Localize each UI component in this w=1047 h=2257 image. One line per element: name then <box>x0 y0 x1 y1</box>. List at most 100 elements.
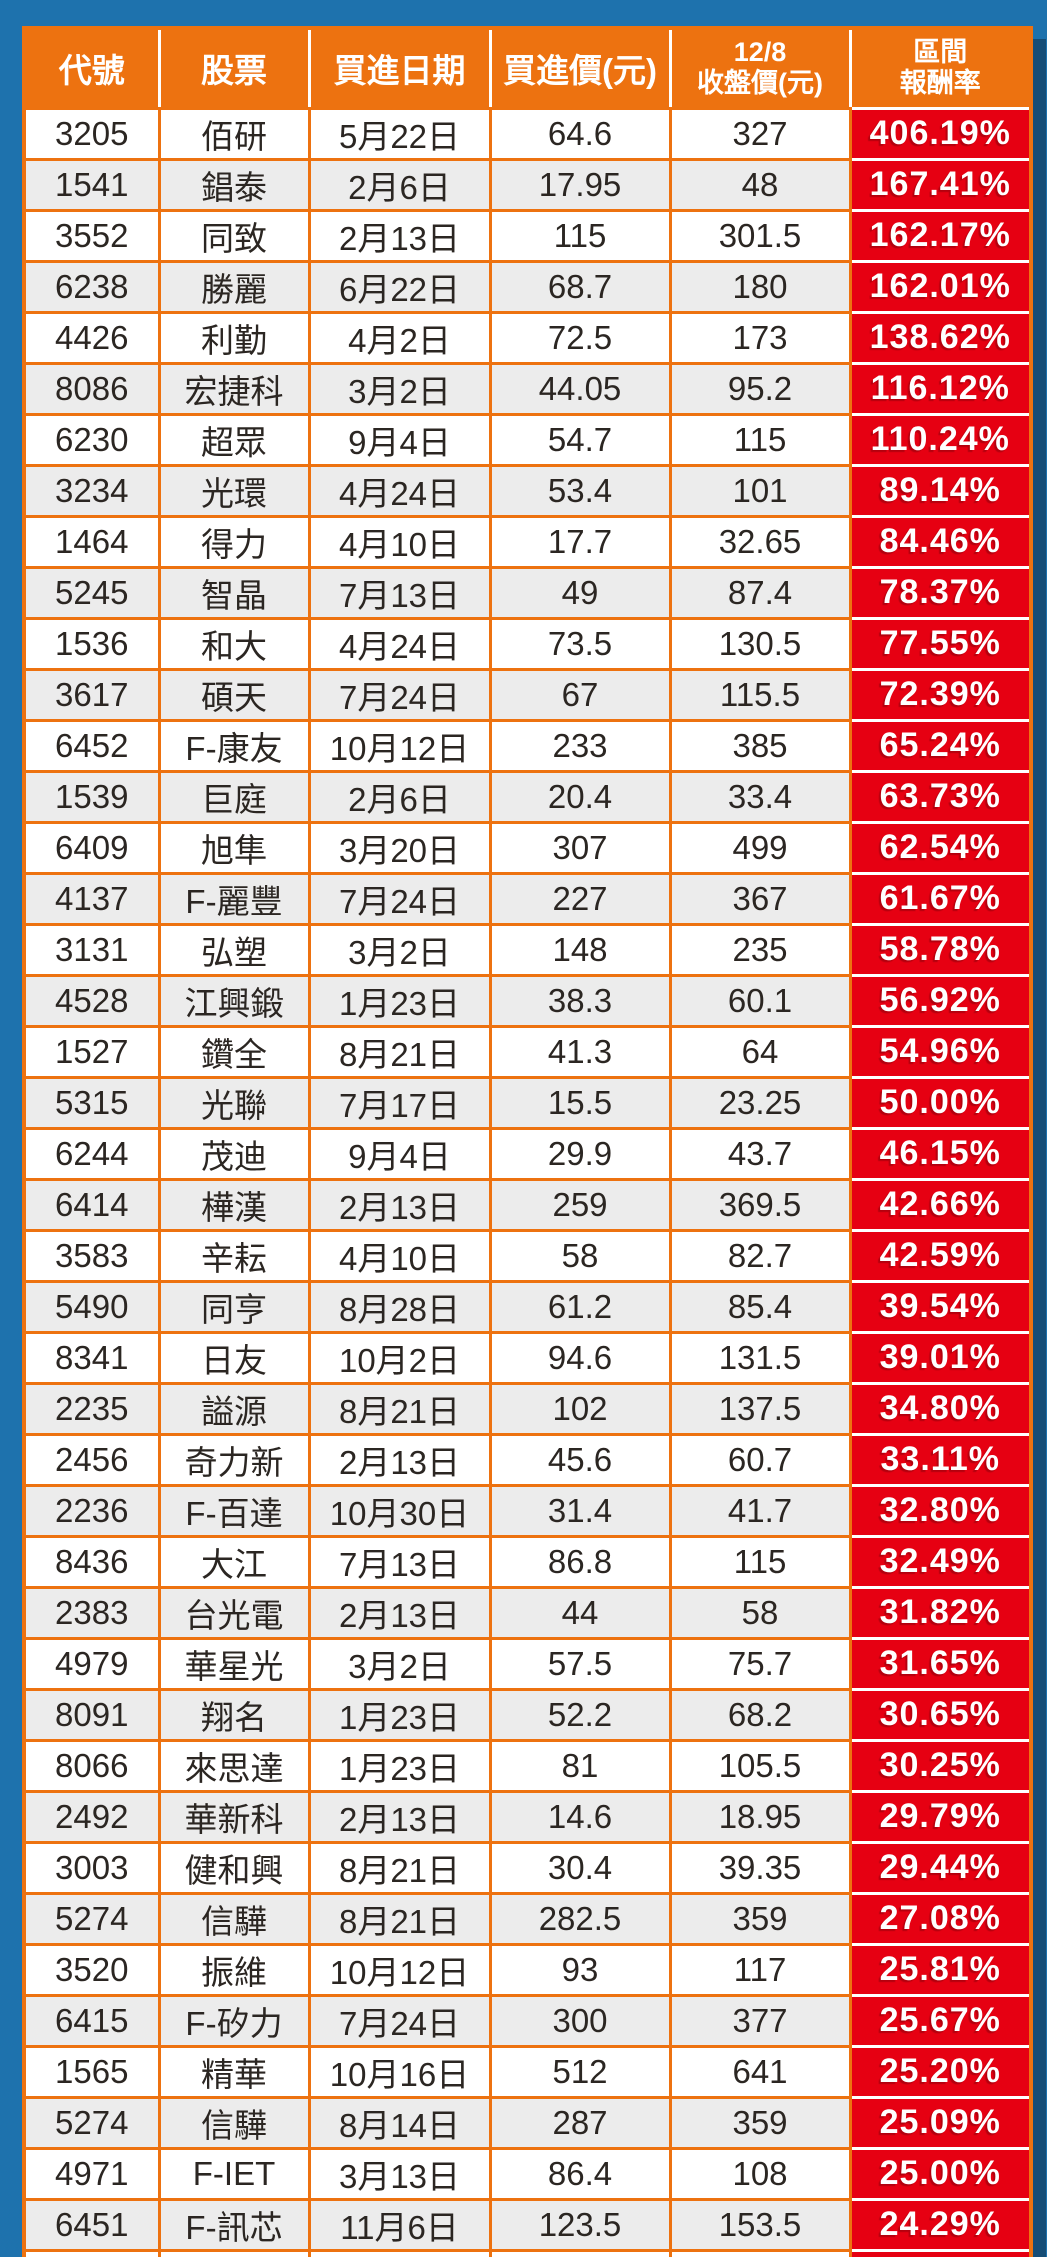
table-row: 5274 信驊 8月21日 282.5 359 27.08% <box>22 1891 1033 1946</box>
cell-buy-price: 72.5 <box>488 310 672 365</box>
table-row: 5315 光聯 7月17日 15.5 23.25 50.00% <box>22 1075 1033 1130</box>
cell-code: 2383 <box>22 1585 161 1640</box>
cell-code: 4979 <box>22 1636 161 1691</box>
cell-buy-date: 2月13日 <box>307 1432 492 1487</box>
cell-buy-date: 7月13日 <box>307 565 492 620</box>
cell-return-rate: 42.66% <box>848 1177 1033 1232</box>
header-code: 代號 <box>22 28 159 110</box>
cell-stock-name: 巨庭 <box>157 769 311 824</box>
table-row: 3520 振維 10月12日 93 117 25.81% <box>22 1942 1033 1997</box>
cell-close-price: 115 <box>668 412 852 467</box>
cell-code: 3092 <box>22 2248 161 2257</box>
header-row: 代號 股票 買進日期 買進價(元) 12/8 收盤價(元) 區間 報酬率 <box>22 28 1031 110</box>
cell-buy-price: 227 <box>488 871 672 926</box>
cell-return-rate: 31.82% <box>848 1585 1033 1640</box>
cell-return-rate: 78.37% <box>848 565 1033 620</box>
cell-buy-price: 73.5 <box>488 616 672 671</box>
cell-stock-name: 奇力新 <box>157 1432 311 1487</box>
table-row: 6244 茂迪 9月4日 29.9 43.7 46.15% <box>22 1126 1033 1181</box>
cell-close-price: 33.4 <box>668 769 852 824</box>
cell-stock-name: F-百達 <box>157 1483 311 1538</box>
cell-buy-price: 44 <box>488 1585 672 1640</box>
cell-return-rate: 65.24% <box>848 718 1033 773</box>
header-buy-date: 買進日期 <box>307 28 490 110</box>
cell-code: 4137 <box>22 871 161 926</box>
cell-buy-price: 17.7 <box>488 514 672 569</box>
cell-code: 6451 <box>22 2197 161 2252</box>
cell-close-price: 64 <box>668 1024 852 1079</box>
cell-buy-price: 307 <box>488 820 672 875</box>
cell-buy-price: 58 <box>488 1228 672 1283</box>
cell-return-rate: 32.80% <box>848 1483 1033 1538</box>
cell-stock-name: 同致 <box>157 208 311 263</box>
cell-buy-date: 4月2日 <box>307 310 492 365</box>
table-row: 2235 謚源 8月21日 102 137.5 34.80% <box>22 1381 1033 1436</box>
table-row: 5274 信驊 8月14日 287 359 25.09% <box>22 2095 1033 2150</box>
table-row: 8066 來思達 1月23日 81 105.5 30.25% <box>22 1738 1033 1793</box>
table-row: 2383 台光電 2月13日 44 58 31.82% <box>22 1585 1033 1640</box>
table-row: 3617 碩天 7月24日 67 115.5 72.39% <box>22 667 1033 722</box>
cell-code: 6414 <box>22 1177 161 1232</box>
cell-close-price: 641 <box>668 2044 852 2099</box>
cell-return-rate: 25.20% <box>848 2044 1033 2099</box>
cell-stock-name: 弘塑 <box>157 922 311 977</box>
cell-buy-date: 8月21日 <box>307 1840 492 1895</box>
cell-close-price: 60.1 <box>668 973 852 1028</box>
cell-buy-price: 15.5 <box>488 1075 672 1130</box>
cell-stock-name: 信驊 <box>157 1891 311 1946</box>
cell-buy-price: 14.6 <box>488 1789 672 1844</box>
header-return-rate: 區間 報酬率 <box>848 28 1031 110</box>
cell-return-rate: 39.01% <box>848 1330 1033 1385</box>
table-row: 2456 奇力新 2月13日 45.6 60.7 33.11% <box>22 1432 1033 1487</box>
cell-stock-name: 江興鍛 <box>157 973 311 1028</box>
cell-buy-price: 233 <box>488 718 672 773</box>
table-row: 4137 F-麗豐 7月24日 227 367 61.67% <box>22 871 1033 926</box>
cell-buy-price: 148 <box>488 922 672 977</box>
cell-close-price: 18.95 <box>668 1789 852 1844</box>
cell-code: 1536 <box>22 616 161 671</box>
cell-return-rate: 25.67% <box>848 1993 1033 2048</box>
cell-buy-date: 7月24日 <box>307 667 492 722</box>
cell-buy-date: 8月21日 <box>307 1024 492 1079</box>
cell-code: 3234 <box>22 463 161 518</box>
cell-close-price: 385 <box>668 718 852 773</box>
cell-buy-price: 17.95 <box>488 157 672 212</box>
cell-buy-date: 10月12日 <box>307 1942 492 1997</box>
cell-close-price: 359 <box>668 1891 852 1946</box>
cell-close-price: 82.7 <box>668 1228 852 1283</box>
cell-buy-date: 8月21日 <box>307 1381 492 1436</box>
cell-buy-date: 10月2日 <box>307 1330 492 1385</box>
table-row: 1541 錩泰 2月6日 17.95 48 167.41% <box>22 157 1033 212</box>
cell-stock-name: F-麗豐 <box>157 871 311 926</box>
cell-return-rate: 54.96% <box>848 1024 1033 1079</box>
cell-stock-name: F-康友 <box>157 718 311 773</box>
cell-return-rate: 32.49% <box>848 1534 1033 1589</box>
table-row: 6409 旭隼 3月20日 307 499 62.54% <box>22 820 1033 875</box>
cell-code: 3617 <box>22 667 161 722</box>
cell-code: 4528 <box>22 973 161 1028</box>
cell-stock-name: 同亨 <box>157 1279 311 1334</box>
cell-code: 5274 <box>22 2095 161 2150</box>
table-row: 4971 F-IET 3月13日 86.4 108 25.00% <box>22 2146 1033 2201</box>
cell-close-price: 101 <box>668 463 852 518</box>
cell-close-price: 235 <box>668 922 852 977</box>
cell-close-price: 68.2 <box>668 1687 852 1742</box>
cell-buy-date: 3月13日 <box>307 2146 492 2201</box>
cell-buy-price: 29.9 <box>488 1126 672 1181</box>
cell-buy-date: 10月12日 <box>307 2248 492 2257</box>
cell-code: 1541 <box>22 157 161 212</box>
cell-return-rate: 25.09% <box>848 2095 1033 2150</box>
table-row: 4426 利勤 4月2日 72.5 173 138.62% <box>22 310 1033 365</box>
table-row: 6238 勝麗 6月22日 68.7 180 162.01% <box>22 259 1033 314</box>
cell-buy-date: 10月16日 <box>307 2044 492 2099</box>
cell-code: 5274 <box>22 1891 161 1946</box>
cell-code: 6230 <box>22 412 161 467</box>
cell-stock-name: 振維 <box>157 1942 311 1997</box>
table-row: 3205 佰研 5月22日 64.6 327 406.19% <box>22 106 1033 161</box>
cell-return-rate: 62.54% <box>848 820 1033 875</box>
cell-buy-date: 7月13日 <box>307 1534 492 1589</box>
cell-code: 1464 <box>22 514 161 569</box>
cell-close-price: 153.5 <box>668 2197 852 2252</box>
header-stock-name: 股票 <box>157 28 309 110</box>
cell-return-rate: 89.14% <box>848 463 1033 518</box>
